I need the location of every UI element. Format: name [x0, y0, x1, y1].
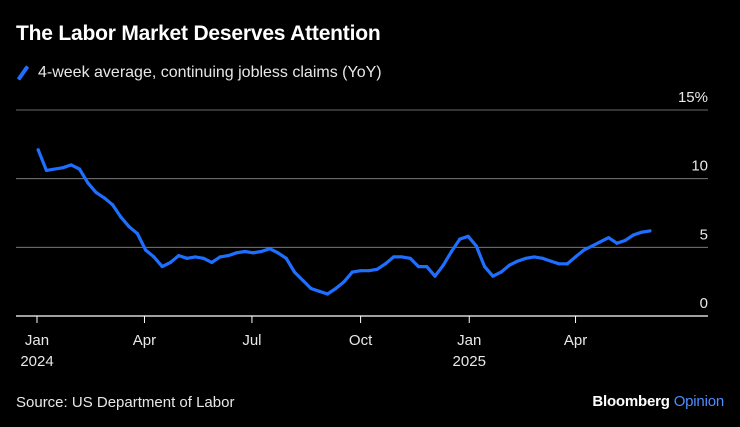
data-point-0-15 [160, 264, 164, 269]
data-point-0-8 [102, 196, 106, 200]
data-point-0-32 [301, 278, 305, 282]
y-tick-label-3: 0 [700, 295, 708, 312]
series-line-0 [36, 148, 652, 296]
data-point-0-2 [53, 167, 57, 171]
data-point-0-18 [185, 256, 189, 260]
y-axis-ticks: 15% 10 5 0 [678, 89, 708, 312]
data-point-0-47 [425, 264, 429, 269]
data-point-0-69 [606, 236, 611, 240]
data-point-0-67 [590, 244, 594, 248]
data-point-0-35 [325, 292, 330, 296]
x-tick-label-4: Jan [457, 332, 481, 349]
data-point-0-59 [524, 256, 528, 260]
data-point-0-13 [144, 248, 148, 252]
data-point-0-63 [557, 262, 561, 266]
data-point-0-42 [383, 262, 387, 266]
data-point-0-50 [449, 249, 454, 254]
data-point-0-27 [259, 249, 263, 254]
data-point-0-12 [135, 232, 139, 236]
x-tick-label-5: Apr [564, 332, 587, 349]
source-note: Source: US Department of Labor [16, 394, 235, 411]
data-point-0-23 [226, 253, 230, 258]
data-point-0-9 [110, 203, 115, 207]
x-tick-label-1: Apr [133, 332, 156, 349]
data-point-0-17 [177, 253, 181, 258]
data-point-0-65 [573, 255, 578, 259]
data-point-0-38 [350, 270, 354, 274]
data-point-0-10 [119, 215, 123, 219]
data-point-0-70 [615, 241, 619, 245]
data-point-0-41 [375, 267, 379, 271]
data-point-0-31 [292, 270, 297, 274]
data-point-0-58 [516, 259, 520, 263]
data-point-0-39 [358, 269, 363, 273]
data-point-0-57 [507, 263, 511, 267]
data-point-0-11 [127, 225, 131, 229]
data-point-0-36 [334, 286, 338, 291]
data-point-0-71 [623, 238, 627, 243]
data-point-0-29 [276, 251, 280, 255]
legend-label: 4-week average, continuing jobless claim… [38, 64, 382, 81]
data-point-0-56 [499, 270, 503, 274]
data-point-0-68 [598, 240, 602, 244]
brand-logo: Bloomberg Opinion [592, 393, 724, 410]
data-point-0-6 [86, 181, 90, 185]
data-point-0-34 [317, 289, 321, 293]
x-tick-year-label-4: 2025 [453, 353, 486, 370]
data-point-0-0 [36, 148, 40, 152]
data-point-0-46 [416, 264, 421, 269]
brand-name: Bloomberg [592, 393, 670, 410]
brand-suffix: Opinion [673, 393, 725, 410]
chart-title: The Labor Market Deserves Attention [16, 22, 381, 45]
data-point-0-33 [309, 286, 313, 291]
data-point-0-30 [284, 256, 288, 260]
data-point-0-74 [648, 229, 652, 233]
legend: 4-week average, continuing jobless claim… [16, 64, 382, 82]
data-point-0-54 [482, 264, 487, 269]
data-point-0-45 [408, 256, 412, 260]
data-point-0-51 [458, 237, 462, 241]
y-tick-label-2: 5 [700, 226, 708, 243]
data-point-0-21 [210, 260, 214, 265]
data-point-0-53 [474, 244, 478, 248]
data-point-0-64 [565, 262, 569, 266]
data-point-0-62 [549, 259, 553, 263]
data-point-0-14 [152, 255, 156, 259]
data-point-0-4 [69, 163, 73, 167]
data-point-0-37 [342, 280, 346, 284]
series-layer [36, 148, 652, 296]
data-point-0-52 [466, 234, 470, 238]
data-point-0-66 [582, 248, 586, 252]
data-point-0-19 [193, 255, 197, 259]
data-point-0-24 [234, 251, 239, 255]
data-point-0-26 [251, 251, 255, 255]
data-point-0-72 [631, 233, 635, 237]
y-tick-label-0: 15% [678, 89, 708, 106]
data-point-0-20 [201, 256, 206, 260]
data-point-0-1 [44, 168, 49, 173]
data-point-0-73 [640, 230, 644, 234]
data-point-0-61 [540, 256, 545, 260]
data-point-0-48 [433, 274, 437, 278]
data-point-0-43 [392, 255, 396, 259]
x-tick-label-3: Oct [349, 332, 373, 349]
data-point-0-16 [168, 260, 173, 265]
data-point-0-5 [77, 167, 82, 171]
data-point-0-22 [218, 255, 222, 259]
data-point-0-40 [367, 269, 371, 273]
x-axis-ticks: Jan 2024 Apr Jul Oct Jan 2025 Apr [20, 316, 587, 370]
y-tick-label-1: 10 [691, 158, 708, 175]
data-point-0-44 [400, 255, 404, 259]
data-point-0-49 [441, 263, 445, 267]
x-tick-label-2: Jul [242, 332, 261, 349]
x-tick-year-label-0: 2024 [20, 353, 53, 370]
data-point-0-60 [532, 255, 536, 259]
data-point-0-7 [94, 190, 98, 194]
data-point-0-28 [268, 247, 272, 251]
data-point-0-55 [491, 274, 495, 278]
data-point-0-25 [243, 249, 247, 254]
data-point-0-3 [61, 166, 65, 170]
x-tick-label-0: Jan [25, 332, 49, 349]
